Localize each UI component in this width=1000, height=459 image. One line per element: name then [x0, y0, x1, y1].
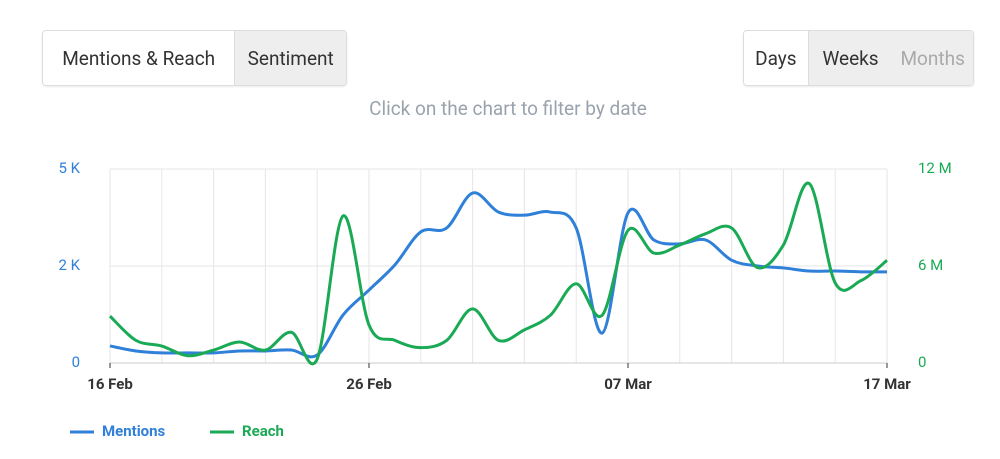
- tab[interactable]: Mentions & Reach: [43, 31, 235, 85]
- x-tick-label: 17 Mar: [863, 375, 911, 393]
- period-button[interactable]: Days: [744, 31, 808, 85]
- legend-label: Mentions: [102, 422, 166, 440]
- line: [109, 191, 888, 359]
- y2-tick-label: 12 M: [918, 159, 952, 177]
- y-tick-label: 2 K: [58, 256, 80, 274]
- legend-label: Reach: [242, 422, 284, 440]
- period-button[interactable]: Weeks: [807, 31, 893, 85]
- x-tick-label: 07 Mar: [604, 375, 652, 393]
- tab-group: Mentions & Reach Sentiment: [42, 30, 347, 86]
- period-button[interactable]: Months: [892, 31, 973, 85]
- period-group: Days Weeks Months: [743, 30, 974, 86]
- tab[interactable]: Sentiment: [234, 31, 346, 85]
- y-tick-label: 5 K: [58, 159, 80, 177]
- line: [108, 181, 888, 366]
- x-tick-label: 26 Feb: [346, 375, 392, 393]
- y2-tick-label: 0: [918, 353, 926, 371]
- hint: Click on the chart to filter by date: [369, 97, 647, 120]
- y2-tick-label: 6 M: [918, 256, 943, 274]
- y-tick-label: 0: [72, 353, 80, 371]
- x-tick-label: 16 Feb: [87, 375, 133, 393]
